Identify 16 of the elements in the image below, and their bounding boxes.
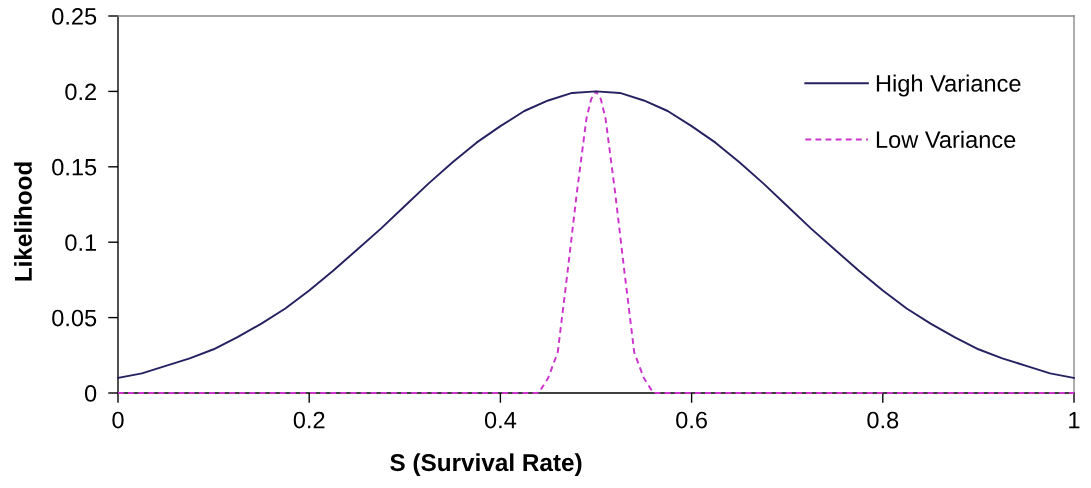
y-tick-label: 0.2 [65, 83, 96, 101]
y-tick-label: 0 [84, 385, 97, 402]
x-tick-label: 1 [1069, 411, 1080, 429]
x-tick-label: 0.4 [484, 411, 517, 429]
x-tick-label: 0.8 [867, 411, 899, 429]
x-tick-label: 0.6 [676, 411, 707, 429]
y-tick-label: 0.25 [52, 8, 97, 25]
x-axis-title: S (Survival Rate) [390, 453, 582, 476]
y-tick-label: 0.05 [52, 309, 97, 327]
legend-label: Low Variance [876, 130, 1016, 149]
y-axis-title: Likelihood [14, 162, 32, 281]
x-tick-label: 0 [112, 411, 124, 429]
y-tick-label: 0.1 [65, 234, 97, 251]
y-tick-label: 0.15 [52, 158, 97, 176]
legend-label: High Variance [876, 74, 1021, 97]
x-tick-label: 0.2 [293, 411, 325, 429]
